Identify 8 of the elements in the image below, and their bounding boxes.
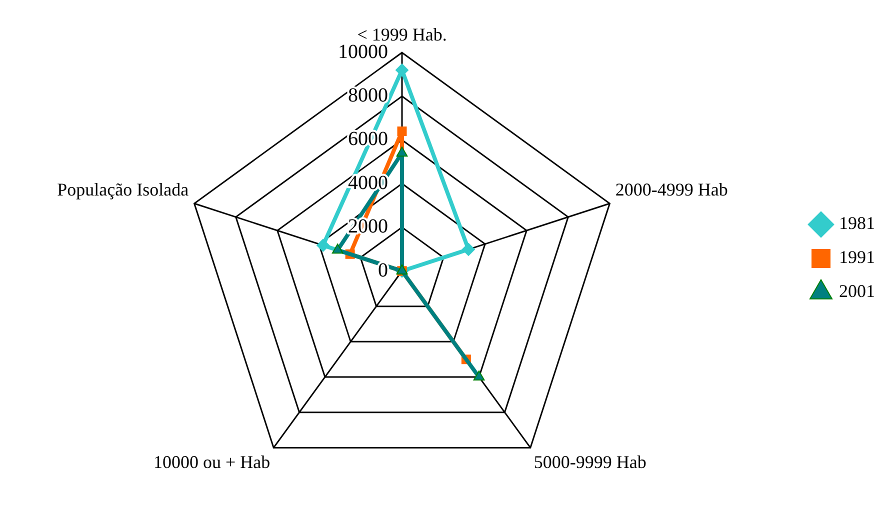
legend-label: 1991	[839, 247, 875, 268]
spoke-label: 2000-4999 Hab	[615, 180, 728, 200]
y-tick-label: 8000	[348, 84, 388, 107]
spoke-label: População Isolada	[57, 180, 189, 200]
legend-label: 1981	[839, 213, 875, 234]
spoke-label: 10000 ou + Hab	[153, 452, 270, 472]
legend-label: 2001	[839, 281, 875, 302]
spoke-label: 5000-9999 Hab	[534, 452, 646, 472]
